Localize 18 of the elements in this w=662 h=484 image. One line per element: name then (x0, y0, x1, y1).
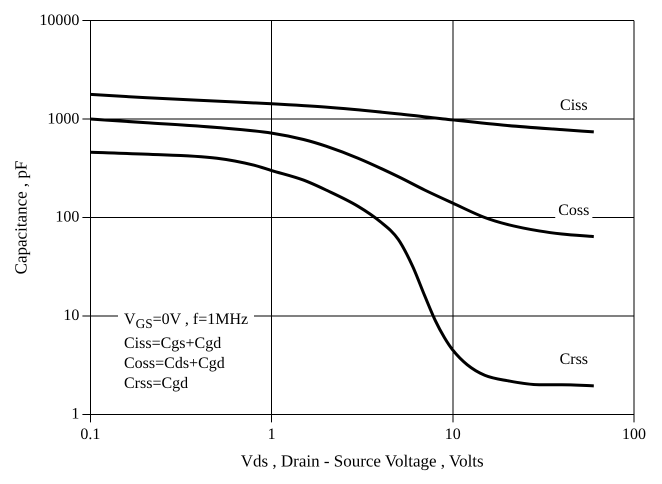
x-tick-label: 1 (268, 426, 276, 444)
annotation: Coss=Cds+Cgd (124, 354, 226, 374)
annotation: Ciss=Cgs+Cgd (124, 334, 222, 354)
y-tick-label: 10 (63, 307, 80, 324)
y-axis-title: Capacitance , pF (12, 160, 31, 274)
annotation: V$_{GS}$=0V , f=1MHz (124, 310, 248, 334)
x-axis-title: Vds , Drain - Source Voltage , Volts (240, 451, 484, 470)
y-tick-label: 100 (55, 208, 80, 226)
x-tick-label: 10 (444, 426, 461, 444)
y-tick-label: 1000 (47, 110, 80, 128)
series-label: Ciss (560, 97, 588, 114)
x-tick-label: 100 (622, 426, 646, 444)
series-label: Coss (558, 202, 590, 219)
annotation: Crss=Cgd (124, 374, 190, 394)
series-label: Crss (560, 351, 588, 368)
x-tick-label: 0.1 (80, 426, 100, 444)
y-tick-label: 1 (71, 406, 80, 423)
y-tick-label: 10000 (39, 12, 80, 29)
